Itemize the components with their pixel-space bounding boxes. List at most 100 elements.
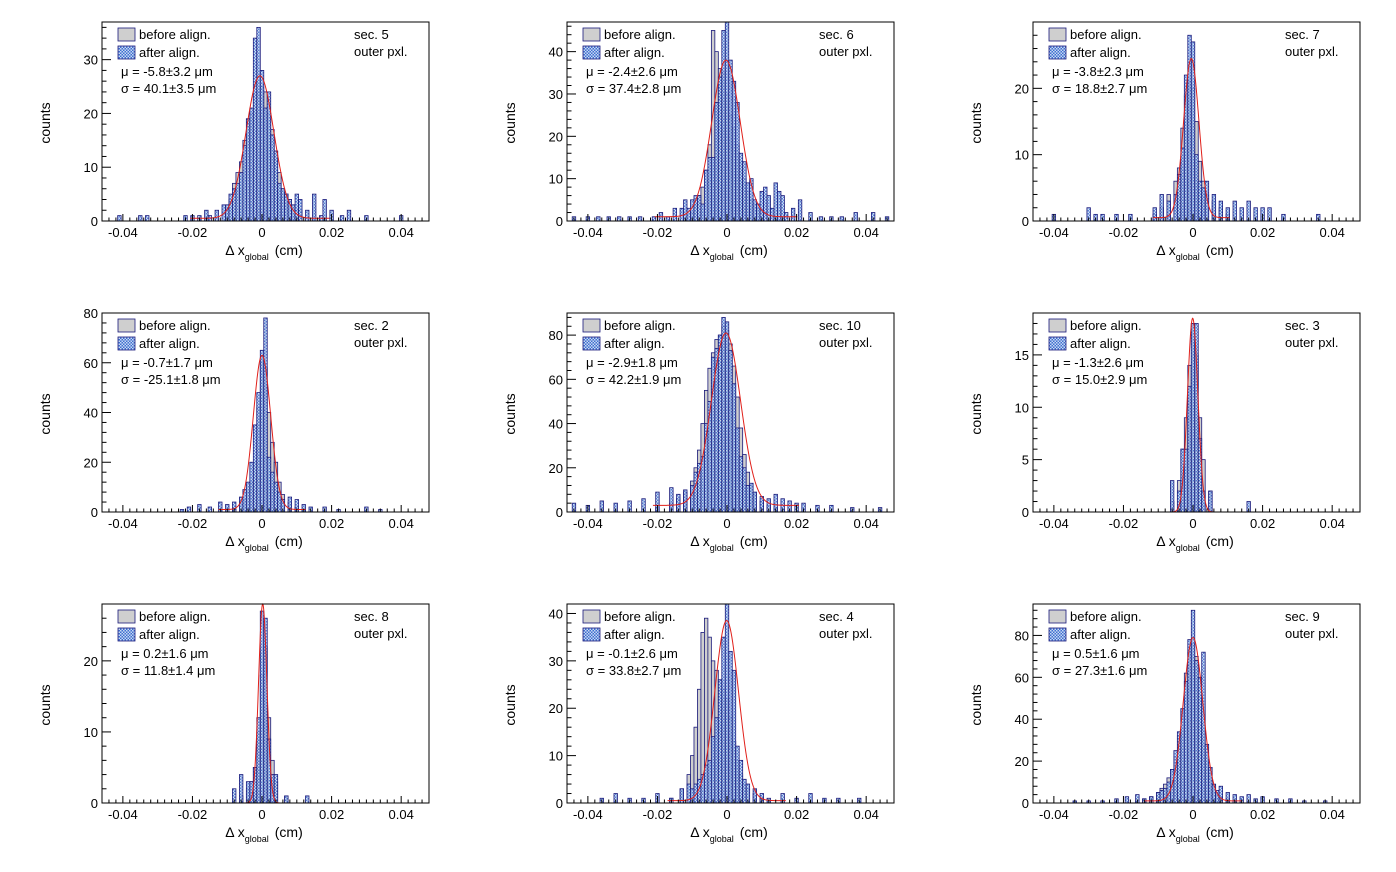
- x-axis-title-unit: (cm): [275, 533, 303, 549]
- y-tick-label: 40: [84, 406, 98, 421]
- bar-after-align: [717, 76, 723, 222]
- bar-after-align: [766, 195, 771, 222]
- x-tick-label: 0: [258, 516, 265, 531]
- y-tick-label: 60: [549, 372, 563, 387]
- bar-after-align: [312, 193, 317, 222]
- x-tick-label: -0.02: [178, 516, 208, 531]
- bar-after-align: [763, 186, 768, 222]
- bar-after-align: [1197, 438, 1203, 513]
- bar-after-align: [284, 795, 289, 804]
- y-tick-label: 0: [91, 796, 98, 811]
- legend-swatch-after: [1048, 45, 1067, 60]
- x-axis-title: Δ xglobal (cm): [690, 242, 768, 262]
- bar-after-align: [138, 215, 143, 222]
- bar-after-align: [731, 80, 737, 222]
- bar-after-align: [249, 107, 254, 222]
- x-axis-title: Δ xglobal (cm): [1156, 533, 1234, 553]
- bar-after-align: [1170, 480, 1175, 513]
- legend-label-after: after align.: [604, 627, 665, 642]
- x-axis-title: Δ xglobal (cm): [1156, 824, 1234, 844]
- bar-after-align: [790, 207, 796, 222]
- bar-after-align: [721, 636, 726, 804]
- bar-after-align: [1194, 154, 1199, 222]
- bar-after-align: [745, 485, 751, 513]
- mu-annotation: μ = -3.8±2.3 μm: [1052, 64, 1144, 79]
- mu-annotation: μ = -2.9±1.8 μm: [586, 355, 678, 370]
- legend-swatch-before: [1048, 609, 1067, 624]
- y-tick-label: 10: [84, 160, 98, 175]
- y-tick-label: 80: [1015, 628, 1029, 643]
- bar-after-align: [1124, 796, 1130, 804]
- bar-after-align: [1204, 180, 1210, 222]
- x-tick-label: -0.02: [1109, 516, 1139, 531]
- x-tick-label: -0.04: [573, 516, 603, 531]
- legend-label-before: before align.: [1070, 609, 1142, 624]
- x-axis-title-subscript: global: [1176, 834, 1200, 844]
- y-tick-label: 0: [1022, 505, 1029, 520]
- mu-annotation: μ = -1.3±2.6 μm: [1052, 355, 1144, 370]
- legend-swatch-after: [582, 336, 601, 351]
- histogram-panel: -0.04 -0.02 0 0.02 0.04 0 5 10 15 Δ xglobal (cm) co…: [968, 312, 1361, 553]
- bar-after-align: [305, 209, 310, 222]
- bar-after-align: [1166, 781, 1171, 804]
- bar-after-align: [717, 679, 723, 804]
- bar-after-align: [263, 107, 268, 222]
- x-axis-title-unit: (cm): [1206, 242, 1234, 258]
- bar-after-align: [704, 764, 709, 804]
- gaussian-fit-curve: [654, 59, 798, 218]
- y-axis-title: counts: [37, 102, 53, 143]
- histogram-panel: -0.04 -0.02 0 0.02 0.04 0 10 20 30 Δ xglobal (cm) c…: [37, 21, 430, 262]
- y-tick-label: 0: [556, 214, 563, 229]
- bar-after-align: [1183, 448, 1189, 513]
- bar-after-align: [1197, 180, 1203, 222]
- x-tick-label: 0.02: [1250, 516, 1275, 531]
- mu-annotation: μ = -5.8±3.2 μm: [121, 64, 213, 79]
- bar-after-align: [242, 145, 247, 222]
- legend-label-after: after align.: [1070, 336, 1131, 351]
- bar-after-align: [731, 383, 737, 513]
- y-tick-label: 10: [1015, 400, 1029, 415]
- sector-label: sec. 4: [819, 609, 854, 624]
- bar-after-align: [291, 204, 296, 222]
- bar-after-align: [117, 215, 122, 222]
- legend-swatch-before: [582, 318, 601, 333]
- bar-after-align: [693, 471, 698, 513]
- y-tick-label: 20: [1015, 754, 1029, 769]
- x-axis-title-subscript: global: [1176, 252, 1200, 262]
- legend-swatch-before: [117, 609, 136, 624]
- x-axis-title-subscript: global: [710, 252, 734, 262]
- plot-frame: [566, 312, 895, 513]
- x-tick-label: -0.02: [1109, 807, 1139, 822]
- bar-after-align: [273, 481, 279, 513]
- bar-after-align: [1152, 207, 1157, 222]
- x-tick-label: 0: [1189, 516, 1196, 531]
- bar-after-align: [717, 334, 723, 513]
- bar-after-align: [728, 350, 733, 513]
- legend-label-after: after align.: [604, 45, 665, 60]
- bar-after-align: [728, 650, 733, 804]
- x-axis-title: Δ xglobal (cm): [225, 824, 303, 844]
- gaussian-fit-curve: [1144, 636, 1242, 802]
- bar-after-align: [742, 467, 747, 513]
- x-axis-title-main: Δ x: [690, 533, 709, 549]
- legend-swatch-before: [582, 27, 601, 42]
- legend-swatch-after: [1048, 336, 1067, 351]
- x-tick-label: 0: [1189, 807, 1196, 822]
- gaussian-fit-curve: [218, 354, 306, 511]
- legend-swatch-after: [117, 45, 136, 60]
- sigma-annotation: σ = 15.0±2.9 μm: [1052, 372, 1147, 387]
- y-axis-title: counts: [502, 684, 518, 725]
- x-tick-label: -0.04: [573, 225, 603, 240]
- region-label: outer pxl.: [1285, 44, 1338, 59]
- bar-after-align: [669, 487, 674, 513]
- sigma-annotation: σ = 42.2±1.9 μm: [586, 372, 681, 387]
- legend-label-after: after align.: [139, 627, 200, 642]
- plot-frame: [101, 21, 430, 222]
- y-tick-label: 40: [549, 45, 563, 60]
- x-tick-label: 0.04: [854, 516, 879, 531]
- bar-after-align: [735, 745, 740, 804]
- region-label: outer pxl.: [354, 335, 407, 350]
- x-tick-label: 0.02: [1250, 807, 1275, 822]
- region-label: outer pxl.: [354, 44, 407, 59]
- y-tick-label: 0: [1022, 796, 1029, 811]
